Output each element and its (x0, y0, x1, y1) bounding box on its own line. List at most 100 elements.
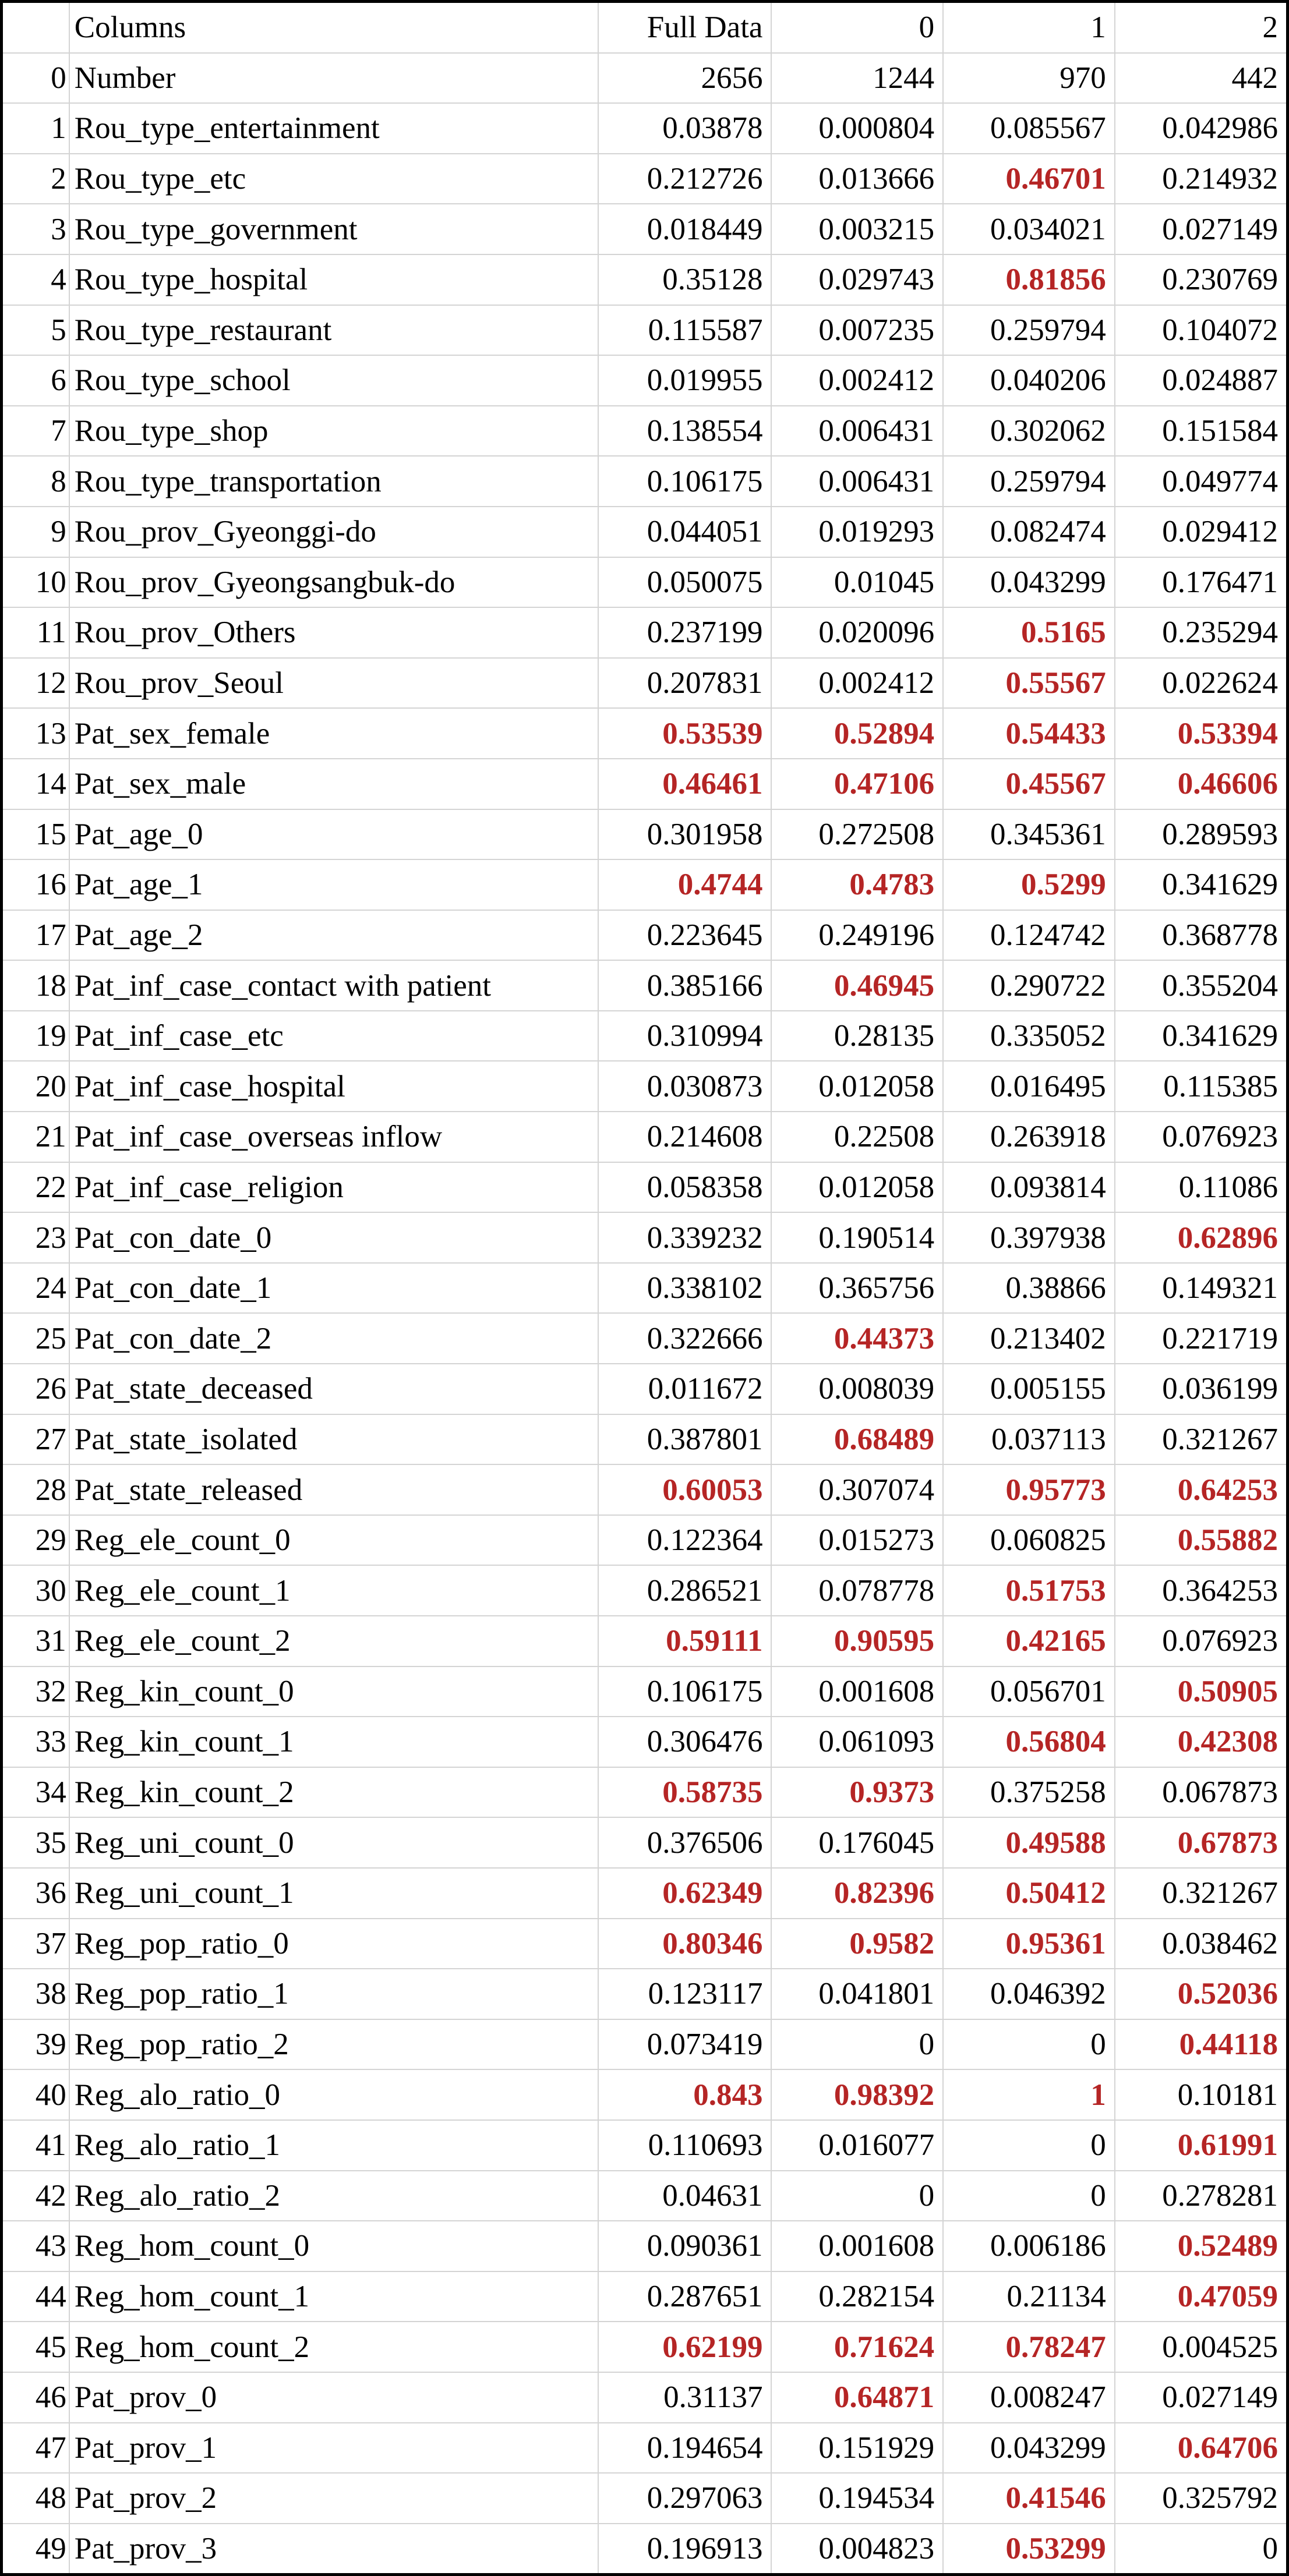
row-name-cell: Rou_type_transportation (68, 455, 599, 507)
row-index-cell: 39 (1, 2018, 70, 2071)
cluster-0-cell: 0.249196 (771, 909, 944, 961)
cluster-0-cell: 0.008039 (771, 1363, 944, 1415)
row-name-cell: Reg_uni_count_0 (68, 1817, 599, 1869)
row-name-cell: Rou_type_government (68, 203, 599, 255)
table-row: 14 Pat_sex_male 0.46461 0.47106 0.45567 0.466… (1, 758, 1288, 810)
cluster-1-cell: 0.41546 (942, 2472, 1115, 2524)
cluster-1-cell: 970 (942, 52, 1115, 104)
full-data-cell: 0.106175 (597, 455, 772, 507)
cluster-1-cell: 0.016495 (942, 1060, 1115, 1113)
full-data-cell: 0.058358 (597, 1161, 772, 1213)
full-data-cell: 0.843 (597, 2069, 772, 2121)
table-row: 10 Rou_prov_Gyeongsangbuk-do 0.050075 0.010… (1, 556, 1288, 608)
cluster-1-cell: 0.040206 (942, 355, 1115, 406)
cluster-2-cell: 0.027149 (1114, 2371, 1288, 2423)
cluster-2-cell: 0.325792 (1114, 2472, 1288, 2524)
cluster-1-cell: 0.037113 (942, 1413, 1115, 1466)
full-data-cell: 0.306476 (597, 1716, 772, 1768)
row-name-cell: Reg_pop_ratio_1 (68, 1968, 599, 2020)
row-index-cell: 4 (1, 253, 70, 306)
cluster-1-cell: 0.21134 (942, 2270, 1115, 2323)
row-name-cell: Pat_age_0 (68, 808, 599, 861)
table-row: 17 Pat_age_2 0.223645 0.249196 0.124742 0.368… (1, 909, 1288, 961)
row-index-cell: 36 (1, 1867, 70, 1919)
full-data-cell: 0.030873 (597, 1060, 772, 1113)
cluster-1-cell: 0.335052 (942, 1010, 1115, 1062)
row-index-cell: 37 (1, 1917, 70, 1970)
cluster-0-cell: 0.012058 (771, 1060, 944, 1113)
row-name-cell: Rou_prov_Others (68, 607, 599, 659)
cluster-0-cell: 0.002412 (771, 355, 944, 406)
cluster-0-cell: 0.4783 (771, 859, 944, 911)
table-row: 46 Pat_prov_0 0.31137 0.64871 0.008247 0.0271… (1, 2371, 1288, 2423)
cluster-2-cell: 0.104072 (1114, 304, 1288, 356)
cluster-1-cell: 0.056701 (942, 1665, 1115, 1718)
cluster-1-cell: 0 (942, 2170, 1115, 2222)
header-cluster-0-cell: 0 (771, 1, 944, 54)
row-name-cell: Number (68, 52, 599, 104)
cluster-1-cell: 0.060825 (942, 1514, 1115, 1566)
cluster-0-cell: 0.68489 (771, 1413, 944, 1466)
table-row: 9 Rou_prov_Gyeonggi-do 0.044051 0.019293 0.0… (1, 505, 1288, 558)
cluster-1-cell: 0 (942, 2119, 1115, 2171)
cluster-2-cell: 0.42308 (1114, 1716, 1288, 1768)
full-data-cell: 0.223645 (597, 909, 772, 961)
cluster-0-cell: 0.9582 (771, 1917, 944, 1970)
cluster-0-cell: 0.22508 (771, 1111, 944, 1163)
cluster-1-cell: 0.397938 (942, 1212, 1115, 1264)
full-data-cell: 0.80346 (597, 1917, 772, 1970)
row-name-cell: Rou_prov_Gyeonggi-do (68, 505, 599, 558)
cluster-0-cell: 0.004823 (771, 2522, 944, 2575)
row-index-cell: 29 (1, 1514, 70, 1566)
cluster-0-cell: 0.01045 (771, 556, 944, 608)
cluster-0-cell: 0.47106 (771, 758, 944, 810)
header-columns-cell: Columns (68, 1, 599, 54)
cluster-1-cell: 0.082474 (942, 505, 1115, 558)
cluster-0-cell: 0.64871 (771, 2371, 944, 2423)
row-index-cell: 24 (1, 1262, 70, 1314)
full-data-cell: 0.04631 (597, 2170, 772, 2222)
row-index-cell: 31 (1, 1615, 70, 1667)
cluster-2-cell: 0.004525 (1114, 2321, 1288, 2373)
row-index-cell: 12 (1, 657, 70, 709)
cluster-2-cell: 0.036199 (1114, 1363, 1288, 1415)
table-row: 0 Number 2656 1244 970 442 (1, 52, 1288, 104)
cluster-0-cell: 0.061093 (771, 1716, 944, 1768)
full-data-cell: 0.138554 (597, 405, 772, 457)
cluster-0-cell: 0.001608 (771, 1665, 944, 1718)
row-name-cell: Pat_sex_male (68, 758, 599, 810)
full-data-cell: 0.237199 (597, 607, 772, 659)
row-name-cell: Reg_hom_count_0 (68, 2220, 599, 2272)
row-index-cell: 11 (1, 607, 70, 659)
cluster-1-cell: 0.093814 (942, 1161, 1115, 1213)
cluster-2-cell: 0.364253 (1114, 1565, 1288, 1616)
cluster-2-cell: 0.115385 (1114, 1060, 1288, 1113)
row-name-cell: Reg_kin_count_2 (68, 1766, 599, 1818)
cluster-2-cell: 0.321267 (1114, 1867, 1288, 1919)
table-row: 12 Rou_prov_Seoul 0.207831 0.002412 0.55567 0… (1, 657, 1288, 709)
cluster-2-cell: 0.46606 (1114, 758, 1288, 810)
cluster-0-cell: 0.006431 (771, 405, 944, 457)
cluster-1-cell: 0.263918 (942, 1111, 1115, 1163)
row-name-cell: Reg_ele_count_1 (68, 1565, 599, 1616)
cluster-1-cell: 0.375258 (942, 1766, 1115, 1818)
row-index-cell: 27 (1, 1413, 70, 1466)
cluster-1-cell: 0.42165 (942, 1615, 1115, 1667)
cluster-1-cell: 0.5299 (942, 859, 1115, 911)
row-name-cell: Reg_kin_count_0 (68, 1665, 599, 1718)
row-name-cell: Pat_prov_2 (68, 2472, 599, 2524)
table-row: 22 Pat_inf_case_religion 0.058358 0.012058 0… (1, 1161, 1288, 1213)
full-data-cell: 0.35128 (597, 253, 772, 306)
cluster-1-cell: 0.290722 (942, 960, 1115, 1011)
cluster-2-cell: 0.076923 (1114, 1111, 1288, 1163)
cluster-1-cell: 0.56804 (942, 1716, 1115, 1768)
table-row: 48 Pat_prov_2 0.297063 0.194534 0.41546 0.325… (1, 2472, 1288, 2524)
row-index-cell: 38 (1, 1968, 70, 2020)
row-index-cell: 0 (1, 52, 70, 104)
row-name-cell: Reg_alo_ratio_2 (68, 2170, 599, 2222)
full-data-cell: 0.212726 (597, 153, 772, 205)
full-data-cell: 0.46461 (597, 758, 772, 810)
full-data-cell: 0.106175 (597, 1665, 772, 1718)
row-index-cell: 19 (1, 1010, 70, 1062)
row-name-cell: Pat_prov_0 (68, 2371, 599, 2423)
